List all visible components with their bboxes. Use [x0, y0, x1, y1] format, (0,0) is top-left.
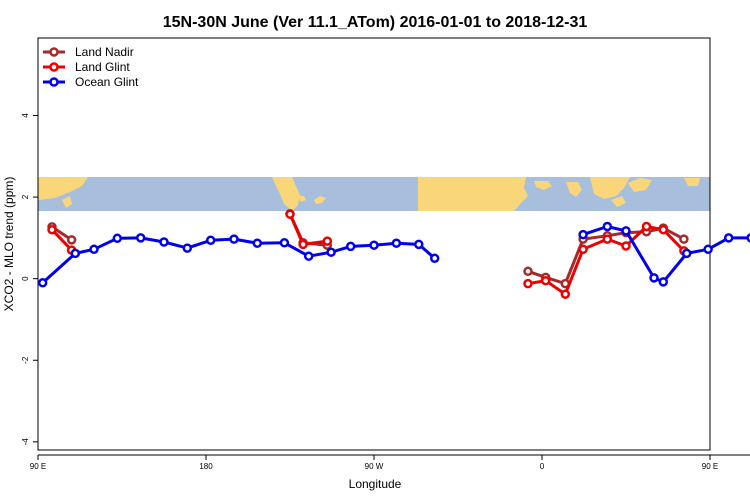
y-tick-label: 4 [21, 113, 30, 118]
ocean-glint-line [582, 225, 750, 284]
ocean-glint-point [279, 238, 290, 248]
map-land [566, 182, 582, 197]
x-axis-label: Longitude [349, 477, 402, 491]
land-nadir-point [679, 234, 689, 244]
ocean-glint-point [135, 233, 146, 243]
land-glint-point [47, 224, 57, 235]
x-tick-label: 180 [199, 462, 213, 471]
map-band [38, 177, 710, 211]
legend-label: Ocean Glint [75, 75, 139, 89]
map-land [272, 177, 300, 211]
legend-marker [49, 47, 59, 57]
y-tick-label: -2 [21, 356, 30, 364]
map-land [314, 196, 326, 204]
y-tick-label: -4 [21, 438, 30, 446]
map-land [298, 196, 306, 202]
map-land [628, 178, 652, 192]
ocean-glint-point [345, 241, 356, 252]
ocean-glint-point [252, 238, 263, 248]
legend-marker [49, 62, 59, 72]
land-glint-point [523, 278, 533, 289]
land-glint-point [322, 236, 333, 246]
map-land [590, 177, 630, 199]
y-axis: -4 -2 0 2 4 [21, 113, 38, 446]
y-tick-label: 2 [21, 194, 30, 199]
land-glint-point [641, 221, 652, 232]
ocean-glint-point [182, 243, 193, 253]
map-land [684, 178, 700, 186]
y-tick-label: 0 [21, 276, 30, 281]
ocean-glint-point [303, 251, 314, 261]
ocean-glint-point [414, 239, 424, 250]
series-layer [37, 209, 750, 299]
legend-item-ocean-glint: Ocean Glint [43, 75, 139, 89]
land-glint-point [540, 275, 551, 286]
land-nadir-point [66, 235, 77, 245]
ocean-glint-point [649, 273, 659, 283]
y-axis-label: XCO2 - MLO trend (ppm) [2, 177, 16, 312]
legend-marker [49, 77, 59, 87]
ocean-glint-point [89, 244, 99, 255]
x-tick-label: 90 W [365, 462, 384, 471]
ocean-glint-point [429, 253, 440, 264]
series-ocean-glint [37, 221, 750, 288]
land-glint-point [298, 239, 308, 250]
ocean-glint-point [326, 247, 336, 257]
ocean-glint-point [205, 235, 216, 246]
series-land-nadir [47, 209, 689, 289]
legend-item-land-nadir: Land Nadir [43, 45, 134, 59]
x-tick-label: 90 E [30, 462, 46, 471]
land-glint-point [658, 224, 669, 235]
x-tick-label: 0 [540, 462, 545, 471]
ocean-glint-point [70, 248, 81, 259]
map-land [62, 196, 72, 208]
ocean-glint-point [229, 234, 239, 244]
series-land-glint [47, 209, 689, 299]
ocean-glint-point [602, 221, 613, 232]
map-land [418, 177, 528, 211]
ocean-glint-point [621, 226, 631, 236]
ocean-glint-point [159, 237, 169, 247]
ocean-glint-point [703, 244, 713, 255]
legend-item-land-glint: Land Glint [43, 60, 130, 74]
land-glint-point [602, 234, 613, 244]
land-nadir-point [523, 266, 533, 277]
ocean-glint-point [37, 278, 48, 288]
ocean-glint-point [578, 229, 588, 240]
land-glint-point [560, 289, 571, 299]
land-glint-line [288, 213, 328, 246]
ocean-glint-point [369, 240, 379, 250]
map-land [534, 181, 552, 190]
land-glint-point [285, 209, 295, 219]
chart-title: 15N-30N June (Ver 11.1_ATom) 2016-01-01 … [163, 14, 588, 31]
legend-label: Land Nadir [75, 45, 134, 59]
ocean-glint-point [681, 248, 692, 259]
ocean-glint-point [391, 238, 402, 248]
ocean-glint-point [723, 233, 734, 243]
ocean-glint-point [746, 233, 750, 243]
land-glint-point [578, 244, 588, 255]
ocean-glint-point [658, 277, 669, 287]
plot-frame [37, 37, 711, 451]
map-land [38, 177, 88, 200]
map-land [611, 196, 626, 207]
x-tick-label: 90 E [702, 462, 718, 471]
legend-label: Land Glint [75, 60, 130, 74]
land-glint-point [621, 241, 631, 251]
ocean-glint-point [112, 233, 123, 244]
